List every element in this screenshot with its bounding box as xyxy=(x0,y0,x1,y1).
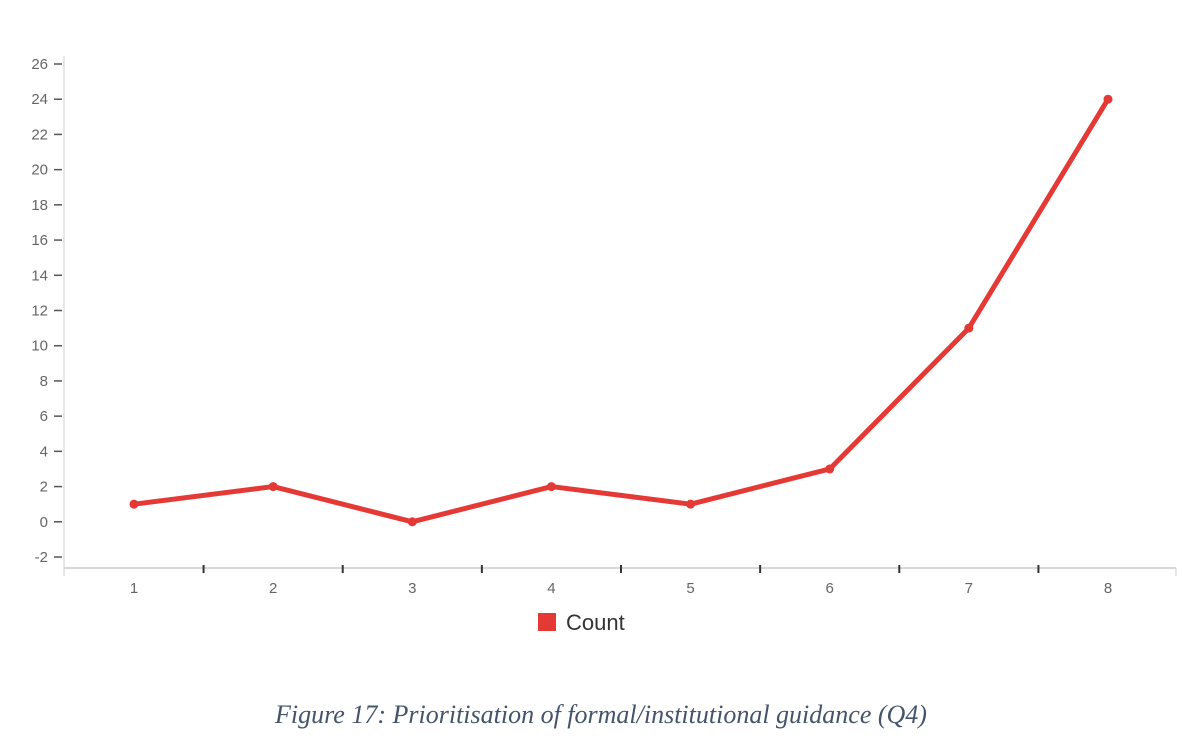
x-tick-label: 4 xyxy=(547,580,555,597)
y-tick-label: 24 xyxy=(31,91,48,108)
y-tick-label: 18 xyxy=(31,197,48,214)
y-tick-label: 12 xyxy=(31,303,48,320)
y-tick-label: 6 xyxy=(40,408,48,425)
y-tick-label: 16 xyxy=(31,232,48,249)
x-tick-label: 5 xyxy=(686,580,694,597)
x-tick-label: 7 xyxy=(965,580,973,597)
series-line-count xyxy=(131,96,1111,525)
y-tick-label: 10 xyxy=(31,338,48,355)
y-tick-label: 8 xyxy=(40,373,48,390)
figure-caption: Figure 17: Prioritisation of formal/inst… xyxy=(275,700,927,729)
legend-label[interactable]: Count xyxy=(566,610,625,635)
y-tick-label: -2 xyxy=(35,549,48,566)
data-point xyxy=(546,482,556,492)
x-tick-label: 8 xyxy=(1104,580,1112,597)
data-point xyxy=(407,517,417,527)
y-tick-label: 2 xyxy=(40,479,48,496)
x-tick-label: 3 xyxy=(408,580,416,597)
legend-swatch[interactable] xyxy=(538,613,556,631)
legend[interactable]: Count xyxy=(538,610,625,635)
data-point xyxy=(1103,94,1113,104)
y-tick-label: 0 xyxy=(40,514,48,531)
x-tick-label: 2 xyxy=(269,580,277,597)
y-tick-label: 14 xyxy=(31,267,48,284)
data-point xyxy=(825,464,835,474)
x-tick-label: 6 xyxy=(826,580,834,597)
y-tick-label: 22 xyxy=(31,126,48,143)
series-layer xyxy=(129,94,1113,527)
y-tick-label: 26 xyxy=(31,56,48,73)
x-axis: 1 2 3 4 5 6 7 8 xyxy=(63,565,1177,597)
data-point xyxy=(268,482,278,492)
data-point xyxy=(686,499,696,509)
data-point xyxy=(964,323,974,333)
x-tick-label: 1 xyxy=(130,580,138,597)
data-point xyxy=(129,499,139,509)
y-tick-label: 4 xyxy=(40,443,48,460)
y-tick-label: 20 xyxy=(31,162,48,179)
